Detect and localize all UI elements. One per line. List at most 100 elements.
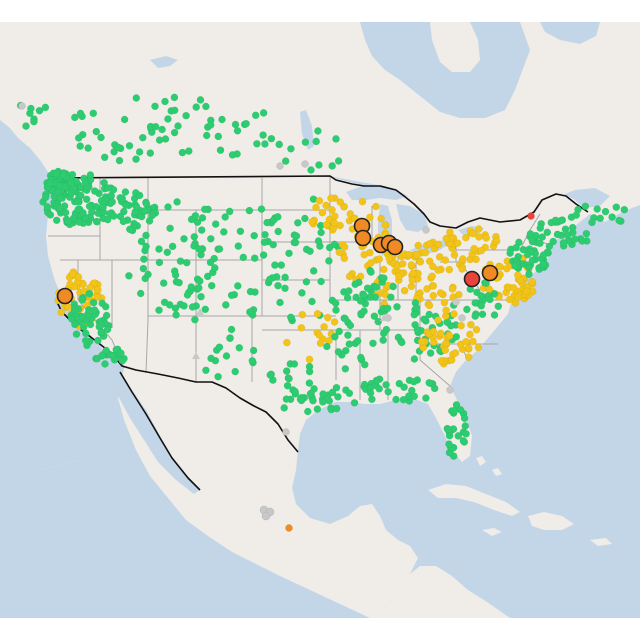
station-dot-good[interactable] [280,404,289,412]
station-dot-good[interactable] [384,387,393,396]
station-dot-good[interactable] [221,213,230,221]
station-dot-good[interactable] [400,383,408,392]
station-dot-good[interactable] [596,214,605,223]
station-dot-moderate[interactable] [446,228,454,236]
station-dot-good[interactable] [410,377,418,386]
station-dot-good[interactable] [331,299,340,308]
station-dot-good[interactable] [471,312,480,320]
station-dot-good[interactable] [306,247,314,256]
station-dot-good[interactable] [528,256,537,265]
station-dot-good[interactable] [155,306,163,315]
station-dot-good[interactable] [226,334,234,343]
station-dot-good[interactable] [166,224,174,233]
station-dot-good[interactable] [379,336,388,345]
station-dot-moderate[interactable] [434,266,442,274]
station-dot-good[interactable] [297,396,306,405]
station-dot-moderate[interactable] [505,295,514,304]
station-dot-good[interactable] [563,231,572,239]
station-dot-good[interactable] [233,282,242,290]
station-dot-good[interactable] [108,198,117,206]
station-dot-good[interactable] [454,432,463,440]
station-dot-good[interactable] [251,111,260,120]
station-dot-good[interactable] [55,204,64,212]
station-dot-moderate[interactable] [283,338,291,347]
station-dot-good[interactable] [317,277,325,286]
station-dot-good[interactable] [170,128,179,137]
station-dot-good[interactable] [86,171,95,179]
station-dot-good[interactable] [82,195,91,204]
station-dot-good[interactable] [382,325,391,334]
station-dot-good[interactable] [85,289,94,298]
station-dot-good[interactable] [173,198,181,206]
station-dot-moderate[interactable] [340,243,349,251]
station-dot-good[interactable] [108,351,117,360]
station-dot-good[interactable] [335,327,344,336]
station-dot-moderate[interactable] [66,280,74,289]
station-dot-good[interactable] [330,240,339,249]
station-dot-moderate[interactable] [328,205,336,214]
station-dot-good[interactable] [360,291,368,300]
station-dot-good[interactable] [334,392,342,401]
station-dot-good[interactable] [250,231,259,240]
station-dot-good[interactable] [215,343,224,352]
station-dot-good[interactable] [211,220,220,228]
station-dot-good[interactable] [292,232,301,240]
station-dot-good[interactable] [425,378,434,387]
station-dot-good[interactable] [200,205,209,214]
station-dot-moderate[interactable] [375,255,384,263]
station-dot-good[interactable] [372,283,381,292]
station-dot-good[interactable] [314,237,323,245]
station-dot-good[interactable] [81,336,90,345]
station-dot-moderate[interactable] [436,289,445,297]
station-dot-good[interactable] [263,218,271,227]
station-dot-good[interactable] [115,156,124,165]
station-dot-good[interactable] [570,235,579,244]
station-dot-good[interactable] [285,249,293,258]
station-dot-good[interactable] [536,224,545,232]
station-dot-good[interactable] [319,390,327,398]
station-dot-good[interactable] [89,109,98,118]
station-dot-good[interactable] [581,202,590,211]
station-dot-moderate[interactable] [423,285,431,293]
station-dot-good[interactable] [615,216,623,225]
station-dot-moderate[interactable] [445,265,454,274]
station-dot-good[interactable] [245,206,254,215]
station-dot-good[interactable] [305,367,314,376]
station-dot-good[interactable] [175,278,183,287]
station-dot-moderate[interactable] [437,356,446,365]
station-dot-good[interactable] [206,234,215,243]
station-dot-moderate[interactable] [482,234,491,242]
station-dot-good[interactable] [334,157,343,165]
station-dot-good[interactable] [317,228,325,237]
station-dot-good[interactable] [206,121,215,129]
station-dot-moderate[interactable] [379,265,388,274]
station-dot-good[interactable] [55,181,64,190]
station-dot-good[interactable] [462,429,470,438]
station-dot-good[interactable] [74,198,82,206]
station-dot-good[interactable] [298,289,306,297]
station-dot-good[interactable] [318,398,327,406]
station-dot-good[interactable] [46,179,55,188]
station-dot-moderate[interactable] [297,323,306,332]
station-dot-good[interactable] [328,162,337,170]
station-dot-good[interactable] [164,115,172,123]
station-dot-good[interactable] [281,273,289,282]
station-dot-good[interactable] [344,331,352,340]
station-dot-good[interactable] [140,207,149,215]
station-dot-good[interactable] [90,306,99,314]
station-dot-moderate[interactable] [435,253,444,261]
station-dot-good[interactable] [266,371,275,379]
station-dot-good[interactable] [178,148,187,157]
station-dot-good[interactable] [151,102,159,111]
station-dot-good[interactable] [188,303,197,311]
station-dot-moderate[interactable] [400,286,409,295]
station-dot-good[interactable] [471,299,480,307]
station-dot-good[interactable] [170,93,179,102]
station-dot-good[interactable] [234,242,243,250]
station-dot-moderate[interactable] [93,293,102,302]
station-dot-good[interactable] [412,303,421,312]
station-dot-good[interactable] [97,133,105,142]
station-dot-good[interactable] [334,347,343,356]
station-dot-good[interactable] [132,155,140,164]
